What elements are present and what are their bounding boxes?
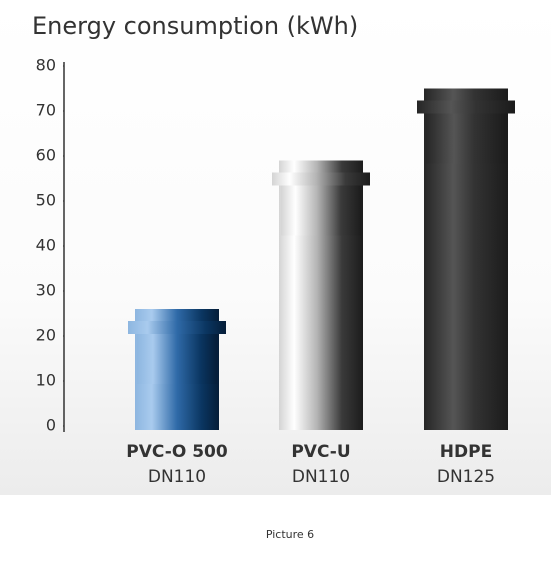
pipe-socket (137, 334, 217, 384)
pipe-socket (281, 185, 361, 236)
y-tick-label: 10 (36, 371, 56, 390)
x-sublabel: DN110 (292, 467, 350, 487)
y-tick-label: 0 (46, 416, 56, 435)
pipe-collar (417, 100, 515, 114)
y-tick-label: 50 (36, 191, 56, 210)
pipe-collar (128, 321, 226, 334)
y-tick-label: 80 (36, 56, 56, 75)
y-tick-label: 30 (36, 281, 56, 300)
x-sublabel: DN125 (437, 467, 495, 487)
y-tick-label: 70 (36, 101, 56, 120)
x-tick-label: PVC-O 500 (126, 442, 228, 462)
chart-title: Energy consumption (kWh) (32, 12, 358, 40)
y-tick-label: 60 (36, 146, 56, 165)
x-tick-label: HDPE (440, 442, 492, 462)
x-sublabel: DN110 (148, 467, 206, 487)
pipe-collar (272, 172, 370, 186)
pipe-socket (426, 113, 506, 164)
x-tick-label: PVC-U (291, 442, 350, 462)
y-tick-label: 20 (36, 326, 56, 345)
y-tick-label: 40 (36, 236, 56, 255)
caption: Picture 6 (266, 528, 314, 541)
